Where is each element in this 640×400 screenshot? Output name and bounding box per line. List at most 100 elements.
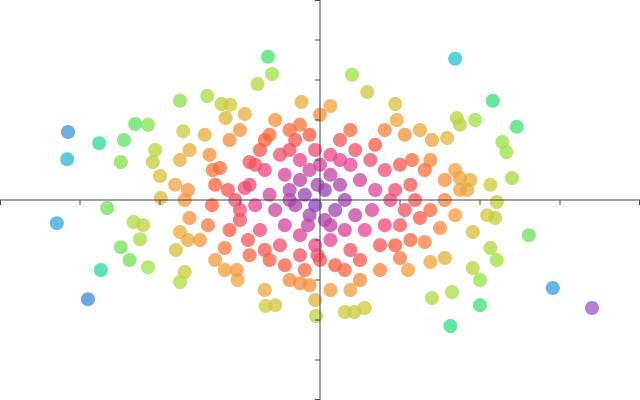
- data-point: [248, 198, 263, 213]
- data-point: [397, 203, 412, 217]
- data-point: [257, 133, 272, 147]
- data-point: [448, 208, 463, 223]
- data-point: [257, 283, 272, 297]
- data-point: [368, 137, 383, 152]
- data-point: [293, 248, 307, 263]
- data-point: [448, 51, 463, 66]
- data-point: [405, 153, 419, 167]
- data-point: [248, 157, 263, 172]
- data-point: [343, 157, 358, 172]
- data-point: [177, 265, 192, 279]
- data-point: [357, 223, 372, 237]
- data-point: [168, 177, 183, 192]
- data-point: [309, 309, 323, 323]
- data-point: [449, 111, 464, 125]
- points-layer: [49, 49, 599, 333]
- data-point: [473, 298, 487, 313]
- data-point: [337, 223, 352, 237]
- data-point: [93, 263, 108, 277]
- data-point: [297, 263, 312, 277]
- data-point: [403, 233, 418, 247]
- data-point: [218, 111, 233, 125]
- data-point: [222, 223, 237, 237]
- data-point: [585, 301, 599, 315]
- data-point: [148, 143, 163, 157]
- data-point: [100, 201, 115, 215]
- data-point: [242, 248, 257, 263]
- data-point: [200, 89, 215, 103]
- data-point: [393, 251, 407, 265]
- data-point: [473, 273, 487, 287]
- data-point: [460, 183, 475, 197]
- data-point: [489, 253, 504, 267]
- data-point: [297, 187, 312, 202]
- data-point: [217, 263, 232, 277]
- data-point: [328, 203, 343, 217]
- data-point: [393, 157, 407, 172]
- data-point: [268, 203, 283, 217]
- data-point: [348, 208, 363, 223]
- data-point: [360, 85, 375, 99]
- data-point: [282, 273, 297, 287]
- data-point: [343, 283, 358, 297]
- data-point: [505, 171, 519, 185]
- data-point: [310, 177, 325, 192]
- data-point: [181, 183, 195, 197]
- data-point: [485, 93, 500, 108]
- data-point: [261, 49, 275, 64]
- data-point: [176, 124, 191, 139]
- data-point: [343, 123, 358, 137]
- data-point: [182, 143, 197, 157]
- data-point: [133, 232, 147, 247]
- data-point: [229, 263, 244, 277]
- data-point: [437, 251, 452, 265]
- data-point: [437, 173, 452, 187]
- data-point: [273, 238, 287, 253]
- data-point: [509, 119, 524, 134]
- data-point: [208, 253, 223, 267]
- data-point: [153, 191, 168, 205]
- data-point: [250, 77, 265, 91]
- data-point: [173, 225, 187, 239]
- data-point: [373, 263, 387, 277]
- data-point: [294, 95, 309, 109]
- data-point: [141, 260, 155, 275]
- data-point: [403, 177, 418, 192]
- data-point: [333, 153, 347, 167]
- data-point: [353, 273, 367, 287]
- data-point: [365, 203, 379, 217]
- data-point: [388, 183, 403, 197]
- data-point: [368, 183, 383, 197]
- data-point: [301, 218, 315, 233]
- data-point: [465, 225, 480, 239]
- data-point: [221, 183, 235, 197]
- data-point: [113, 240, 128, 255]
- data-point: [233, 213, 247, 227]
- data-point: [377, 218, 392, 233]
- data-point: [262, 187, 277, 202]
- data-point: [401, 263, 415, 277]
- data-point: [483, 177, 498, 192]
- data-point: [433, 221, 447, 235]
- data-point: [213, 161, 227, 175]
- data-point: [468, 113, 483, 127]
- data-point: [345, 67, 359, 82]
- data-point: [293, 117, 307, 132]
- data-point: [388, 97, 403, 111]
- data-point: [237, 181, 252, 195]
- data-point: [92, 136, 107, 151]
- data-point: [308, 293, 323, 307]
- data-point: [323, 99, 338, 113]
- data-point: [388, 238, 403, 253]
- data-point: [49, 216, 64, 231]
- data-point: [417, 163, 432, 177]
- data-point: [237, 107, 252, 121]
- data-point: [193, 233, 207, 247]
- data-point: [277, 258, 292, 273]
- data-point: [128, 117, 143, 131]
- data-point: [448, 163, 463, 177]
- data-point: [201, 218, 215, 233]
- data-point: [202, 147, 217, 162]
